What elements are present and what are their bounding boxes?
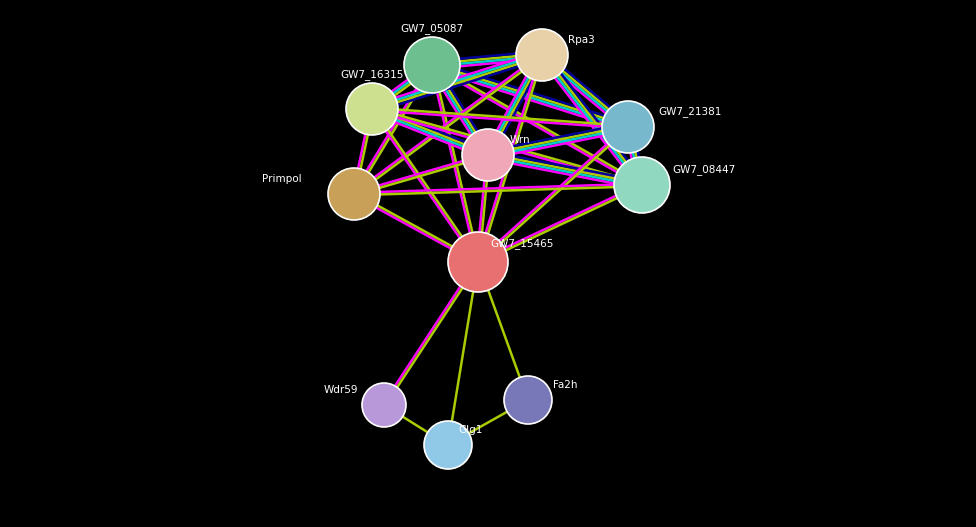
Circle shape [362, 383, 406, 427]
Circle shape [614, 157, 670, 213]
Text: Glg1: Glg1 [458, 425, 482, 435]
Circle shape [424, 421, 472, 469]
Text: Primpol: Primpol [263, 174, 302, 184]
Text: Fa2h: Fa2h [553, 380, 578, 390]
Text: GW7_08447: GW7_08447 [672, 164, 735, 175]
Circle shape [328, 168, 380, 220]
Circle shape [346, 83, 398, 135]
Text: GW7_05087: GW7_05087 [400, 23, 464, 34]
Text: Wrn: Wrn [510, 135, 531, 145]
Circle shape [404, 37, 460, 93]
Circle shape [516, 29, 568, 81]
Text: GW7_21381: GW7_21381 [658, 106, 721, 117]
Circle shape [602, 101, 654, 153]
Circle shape [448, 232, 508, 292]
Text: GW7_16315: GW7_16315 [341, 69, 404, 80]
Text: Rpa3: Rpa3 [568, 35, 594, 45]
Circle shape [462, 129, 514, 181]
Text: GW7_15465: GW7_15465 [490, 238, 553, 249]
Text: Wdr59: Wdr59 [323, 385, 358, 395]
Circle shape [504, 376, 552, 424]
